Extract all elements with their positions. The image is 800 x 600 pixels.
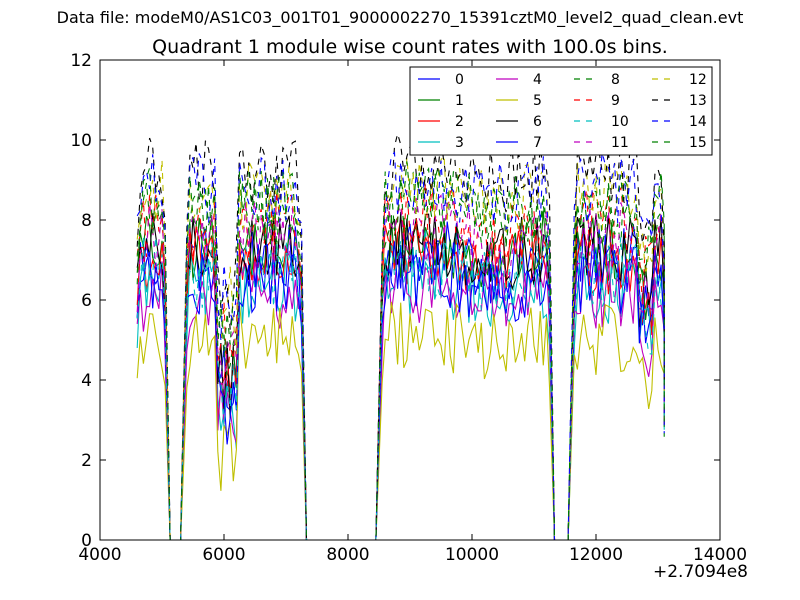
legend-label-1: 1 [455,93,464,109]
series-line-12 [136,154,665,541]
legend-label-5: 5 [533,93,542,109]
y-tick-label-4: 8 [81,211,92,231]
x-tick-label-1: 6000 [202,545,245,565]
y-tick-label-0: 0 [81,531,92,551]
series-line-3 [136,247,665,541]
series-line-7 [136,240,665,541]
legend-label-9: 9 [611,93,620,109]
y-tick-label-5: 10 [70,131,92,151]
series-line-11 [136,194,665,541]
legend-label-15: 15 [689,135,707,151]
y-tick-label-1: 2 [81,451,92,471]
legend-label-12: 12 [689,72,707,88]
y-tick-label-6: 12 [70,51,92,71]
legend-box [409,66,713,156]
x-tick-label-4: 12000 [569,545,623,565]
series-line-6 [136,211,665,541]
legend-label-3: 3 [455,135,464,151]
y-tick-label-3: 6 [81,291,92,311]
x-tick-label-5: 14000 [693,545,747,565]
legend-label-8: 8 [611,72,620,88]
legend-label-11: 11 [611,135,629,151]
legend-label-7: 7 [533,135,542,151]
chart-title: Quadrant 1 module wise count rates with … [152,36,668,58]
series-line-5 [136,301,665,541]
x-tick-label-3: 10000 [445,545,499,565]
legend-label-2: 2 [455,114,464,130]
legend-label-10: 10 [611,114,629,130]
x-offset-label: +2.7094e8 [652,562,748,582]
series-line-15 [136,161,665,541]
legend-label-4: 4 [533,72,542,88]
series-line-13 [136,131,665,541]
y-tick-label-2: 4 [81,371,92,391]
legend-label-0: 0 [455,72,464,88]
x-tick-label-2: 8000 [326,545,369,565]
legend-label-6: 6 [533,114,542,130]
series-line-14 [136,151,665,541]
legend-label-13: 13 [689,93,707,109]
series-layer [136,131,665,541]
legend-label-14: 14 [689,114,707,130]
series-line-10 [136,228,665,541]
figure-suptitle: Data file: modeM0/AS1C03_001T01_90000022… [56,8,744,27]
x-tick-label-0: 4000 [78,545,121,565]
